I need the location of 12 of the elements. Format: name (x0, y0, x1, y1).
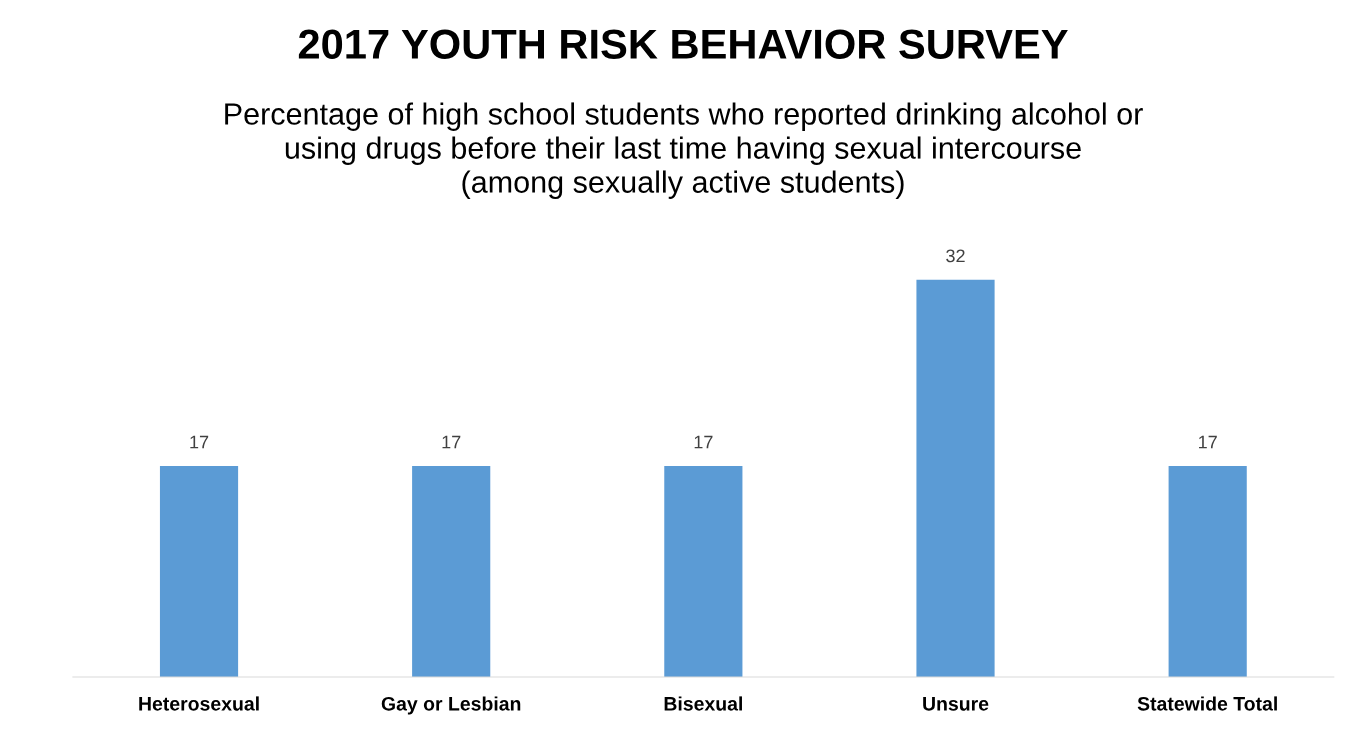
x-tick-label: Statewide Total (1137, 696, 1277, 711)
x-tick-label: Bisexual (664, 696, 742, 711)
data-label: 17 (694, 435, 713, 449)
chart-title: 2017 YOUTH RISK BEHAVIOR SURVEY (298, 29, 1068, 59)
data-label: 17 (442, 435, 461, 449)
x-tick-label: Unsure (923, 697, 989, 711)
data-label: 17 (1199, 435, 1217, 449)
chart-subtitle: Percentage of high school students who reported drinking alcohol or using drugs before their last time having sexual intercourse (among sexually active students) (225, 102, 1143, 199)
data-label: 17 (190, 435, 209, 449)
x-tick-label: Heterosexual (139, 696, 259, 711)
data-label: 32 (946, 249, 965, 263)
x-tick-label: Gay or Lesbian (381, 696, 521, 715)
